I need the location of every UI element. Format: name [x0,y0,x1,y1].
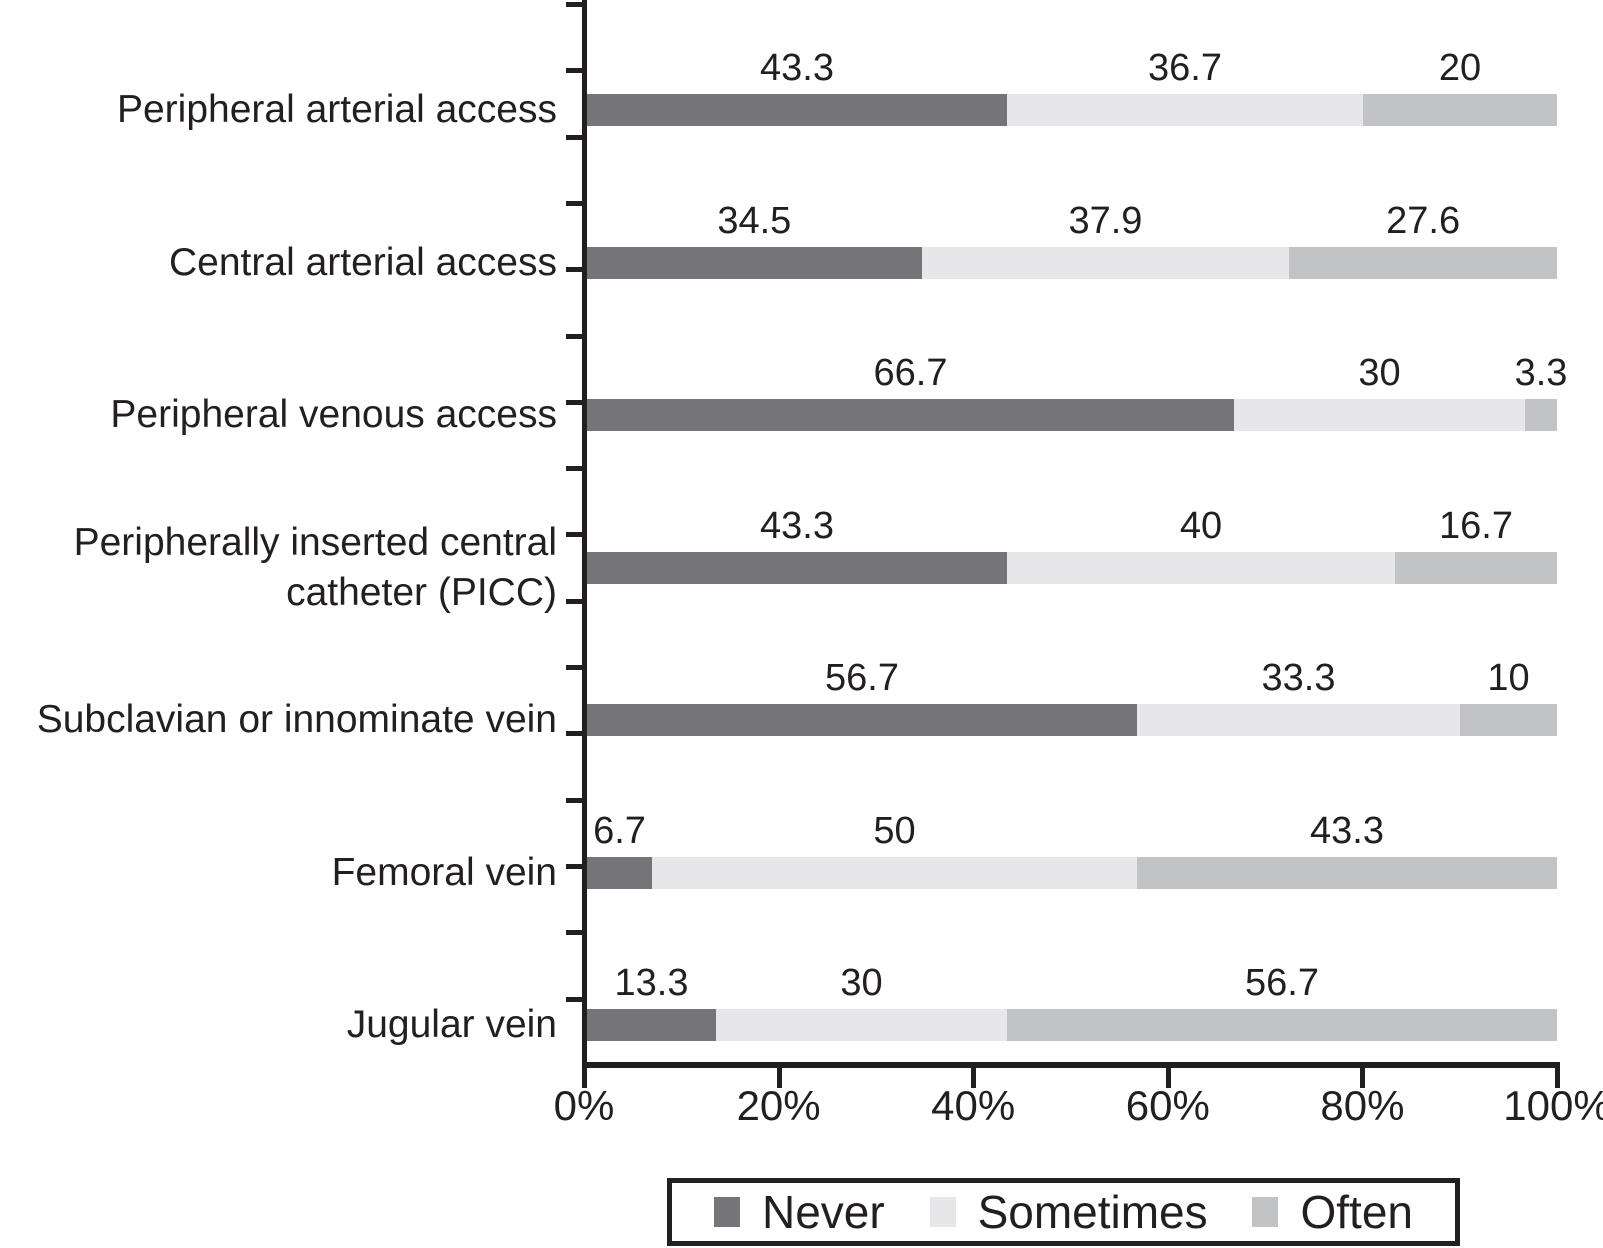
legend-label: Sometimes [977,1186,1208,1238]
value-label-sometimes: 37.9 [1068,199,1143,242]
bar-segment-never [587,399,1234,431]
bar-segment-sometimes [921,246,1290,279]
legend-swatch-often [1252,1197,1279,1227]
bar-row [587,551,1557,584]
y-axis-tick [566,665,582,670]
bar-segment-never [587,1009,716,1041]
bar-row [587,1009,1557,1041]
x-axis-tick-label: 80% [1320,1082,1405,1129]
category-label: Peripheral venous access [110,393,557,436]
bar-segment-never [587,246,922,279]
bar-segment-often [1460,704,1557,736]
value-label-never: 34.5 [717,199,792,242]
x-axis-tick [1360,1062,1366,1088]
bar-row [587,704,1557,736]
category-label: Femoral vein [331,850,557,894]
y-axis-tick [566,532,582,538]
value-label-often: 3.3 [1514,352,1568,394]
legend: Never Sometimes Often [667,1178,1460,1246]
bar-segment-often [1524,399,1557,431]
y-axis-tick [566,134,582,140]
y-axis-tick [566,863,582,869]
bar-segment-sometimes [1136,704,1460,736]
x-axis-tick-label: 0% [553,1082,615,1129]
value-label-sometimes: 33.3 [1261,657,1336,699]
x-axis-tick [1555,1062,1560,1088]
bar-row [587,94,1557,126]
x-axis-line [582,1062,1560,1068]
bar-row [587,399,1557,431]
value-label-often: 10 [1487,657,1530,699]
y-axis-tick [566,267,582,273]
value-label-never: 66.7 [873,352,948,394]
category-label: Subclavian or innominate vein [36,698,557,741]
value-label-often: 27.6 [1386,199,1461,242]
bar-segment-often [1136,856,1557,889]
bar-segment-never [587,94,1007,126]
x-axis-tick-label: 60% [1125,1082,1210,1129]
legend-item-never: Never [714,1186,885,1238]
value-label-sometimes: 40 [1179,504,1223,547]
bar-row [587,246,1557,279]
bar-segment-often [1363,94,1557,126]
y-axis-tick [566,996,582,1002]
bar-segment-never [587,551,1007,584]
bar-segment-sometimes [651,856,1137,889]
y-axis-tick [566,200,582,206]
x-axis-tick-label: 20% [736,1082,821,1129]
value-label-sometimes: 50 [873,809,916,852]
value-label-never: 43.3 [760,47,834,89]
bar-segment-sometimes [716,1009,1007,1041]
y-axis-tick [566,930,582,936]
legend-swatch-sometimes [929,1197,956,1227]
value-label-often: 43.3 [1310,809,1384,852]
value-label-often: 20 [1438,47,1482,89]
bar-segment-often [1007,1009,1557,1041]
value-label-sometimes: 36.7 [1148,47,1222,89]
x-axis-tick [582,1062,587,1088]
category-label: Central arterial access [169,240,557,284]
x-axis-tick [1165,1062,1171,1088]
category-label: Peripheral arterial access [116,88,557,131]
value-label-never: 6.7 [593,809,646,852]
legend-item-often: Often [1252,1186,1413,1238]
x-axis-tick [971,1062,977,1088]
category-label: Peripherally inserted central catheter (… [73,520,557,614]
y-axis-tick [566,466,582,472]
category-label: Jugular vein [346,1003,557,1046]
value-label-never: 13.3 [614,962,689,1004]
legend-item-sometimes: Sometimes [929,1186,1208,1238]
value-label-sometimes: 30 [1358,352,1401,394]
legend-swatch-never [714,1197,740,1227]
y-axis-line [582,0,587,1086]
x-axis-tick [776,1062,782,1088]
y-axis-tick [566,598,582,604]
bar-segment-often [1289,246,1557,279]
y-axis-tick [566,797,582,803]
x-axis-tick-label: 100% [1503,1082,1603,1129]
legend-label: Never [762,1186,885,1238]
bar-segment-sometimes [1233,399,1525,431]
value-label-often: 16.7 [1439,504,1513,547]
x-axis-tick-label: 40% [931,1082,1016,1129]
value-label-never: 43.3 [760,504,834,547]
y-axis-tick [566,68,582,74]
value-label-often: 56.7 [1245,962,1319,1004]
bar-row [587,856,1557,889]
value-label-sometimes: 30 [840,962,883,1004]
y-axis-tick [566,731,582,737]
y-axis-tick [566,333,582,339]
bar-segment-sometimes [1007,551,1395,584]
bar-segment-never [587,856,652,889]
y-axis-tick [566,399,582,405]
bar-segment-never [587,704,1137,736]
value-label-never: 56.7 [825,657,899,699]
bar-segment-often [1395,551,1557,584]
y-axis-tick [566,2,582,7]
legend-label: Often [1300,1186,1413,1238]
bar-segment-sometimes [1007,94,1363,126]
